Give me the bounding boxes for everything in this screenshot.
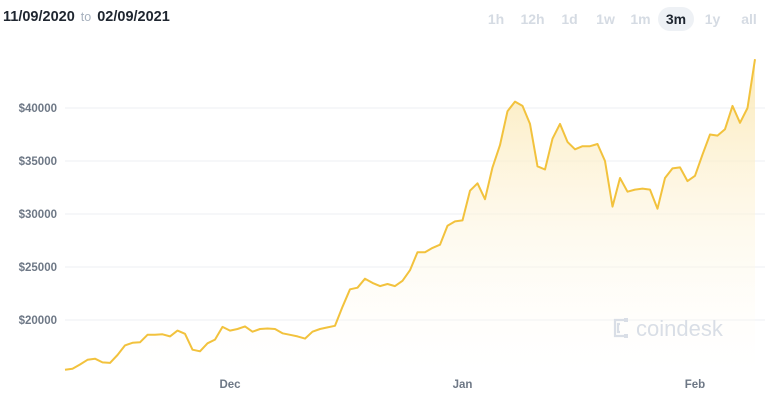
period-1h[interactable]: 1h xyxy=(487,11,505,27)
y-tick-label: $40000 xyxy=(19,103,57,115)
end-date: 02/09/2021 xyxy=(97,9,170,25)
watermark-text: coindesk xyxy=(636,316,724,341)
x-tick-label-dec: Dec xyxy=(219,379,241,391)
y-tick-label: $30000 xyxy=(19,209,57,221)
y-axis: $20000 $25000 $30000 $35000 $40000 xyxy=(19,103,57,327)
coindesk-logo-icon xyxy=(613,318,628,338)
x-tick-label-jan: Jan xyxy=(453,379,473,391)
period-1m[interactable]: 1m xyxy=(630,11,651,27)
price-line xyxy=(64,59,756,371)
x-tick-label-feb: Feb xyxy=(685,379,705,391)
chart-header: 11/09/2020 to 02/09/2021 1h 12h 1d 1w 1m 3m 1y al… xyxy=(0,0,775,44)
start-date: 11/09/2020 xyxy=(3,9,75,25)
period-1y[interactable]: 1y xyxy=(704,11,721,27)
period-1w[interactable]: 1w xyxy=(596,11,615,27)
period-3m[interactable]: 3m xyxy=(658,7,694,31)
y-tick-label: $35000 xyxy=(19,156,57,168)
coindesk-watermark: coindesk xyxy=(613,316,724,341)
period-12h[interactable]: 12h xyxy=(520,11,545,27)
to-label: to xyxy=(80,10,92,24)
y-tick-label: $20000 xyxy=(19,315,57,327)
period-1d[interactable]: 1d xyxy=(561,11,578,27)
period-selector: 1h 12h 1d 1w 1m 3m 1y all xyxy=(478,4,775,34)
y-tick-label: $25000 xyxy=(19,262,57,274)
price-area xyxy=(65,59,755,373)
date-range: 11/09/2020 to 02/09/2021 xyxy=(3,9,170,25)
x-axis: Dec Jan Feb xyxy=(219,379,705,391)
period-all[interactable]: all xyxy=(741,11,757,27)
